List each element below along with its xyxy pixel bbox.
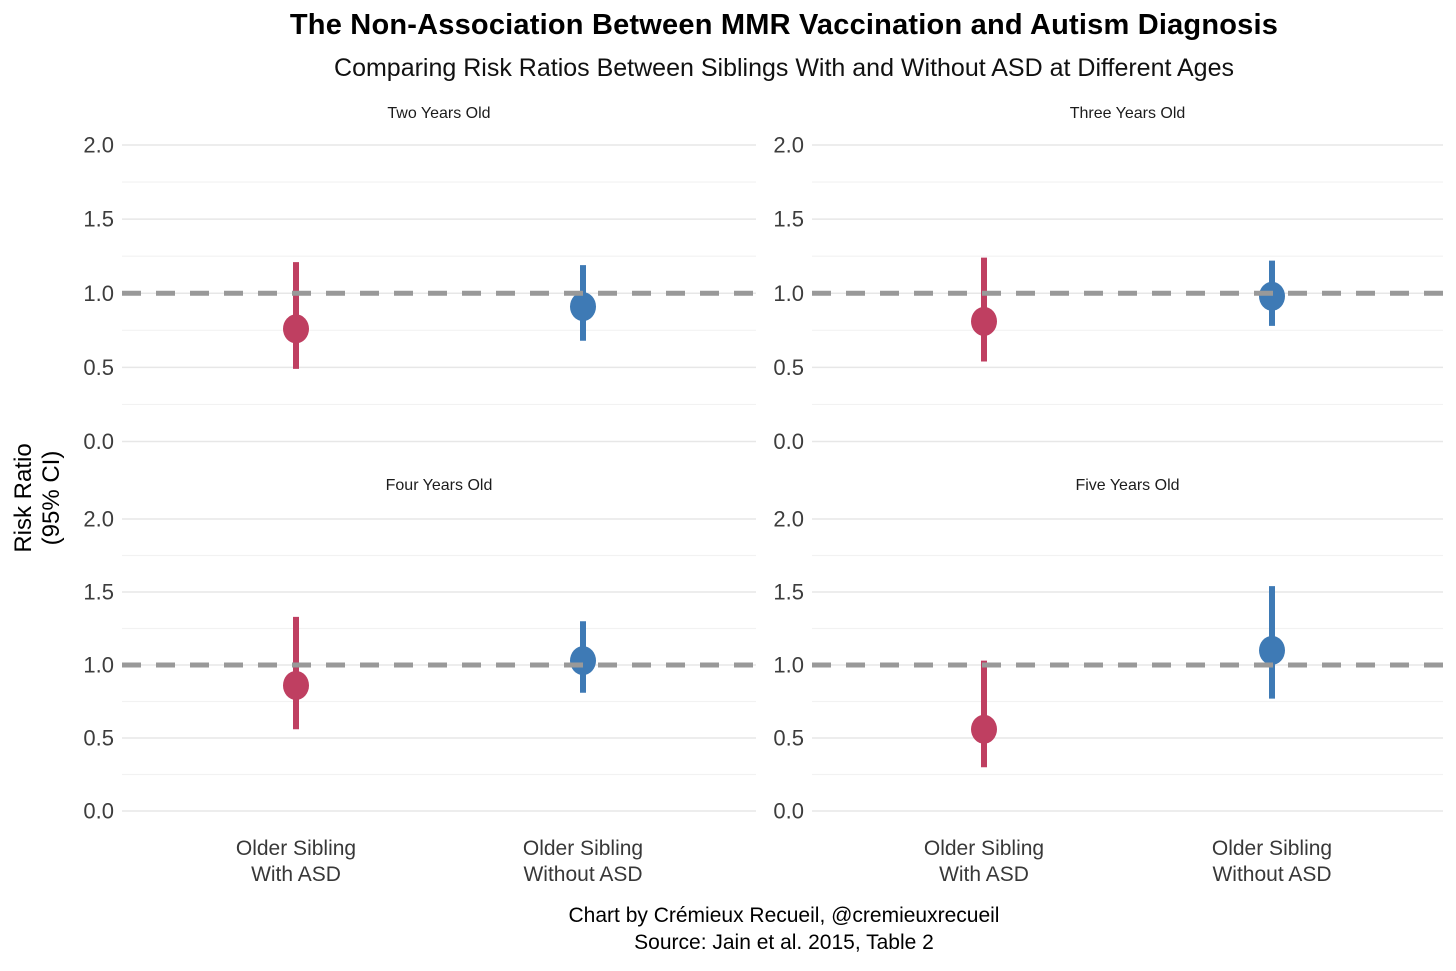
y-tick-label: 2.0 bbox=[773, 133, 804, 158]
x-category-label: Older Sibling bbox=[523, 837, 643, 860]
point-marker bbox=[1259, 635, 1285, 665]
point-marker bbox=[971, 714, 997, 744]
x-category-label: With ASD bbox=[251, 863, 341, 886]
y-tick-label: 0.0 bbox=[83, 799, 114, 824]
y-tick-label: 1.5 bbox=[83, 207, 114, 232]
y-tick-label: 2.0 bbox=[773, 507, 804, 532]
y-tick-label: 0.0 bbox=[773, 429, 804, 454]
y-tick-label: 0.5 bbox=[83, 726, 114, 751]
y-tick-label: 1.0 bbox=[773, 281, 804, 306]
x-category-label: Older Sibling bbox=[1212, 837, 1332, 860]
y-tick-label: 2.0 bbox=[83, 133, 114, 158]
point-marker bbox=[971, 306, 997, 336]
point-marker bbox=[283, 314, 309, 344]
y-tick-label: 1.0 bbox=[83, 281, 114, 306]
point-marker bbox=[1259, 281, 1285, 311]
facet-label: Two Years Old bbox=[387, 105, 490, 122]
y-tick-label: 0.5 bbox=[773, 355, 804, 380]
y-tick-label: 0.5 bbox=[773, 726, 804, 751]
y-tick-label: 2.0 bbox=[83, 507, 114, 532]
facet-label: Four Years Old bbox=[386, 477, 493, 494]
y-tick-label: 1.0 bbox=[83, 653, 114, 678]
point-marker bbox=[283, 670, 309, 700]
facet-panel-four-years-old: 2.0 1.5 1.0 0.5 0.0 Four Years Old bbox=[83, 477, 756, 824]
y-tick-label: 0.5 bbox=[83, 355, 114, 380]
point-marker bbox=[570, 292, 596, 322]
point-marker bbox=[570, 646, 596, 676]
facet-label: Five Years Old bbox=[1075, 477, 1179, 494]
y-tick-label: 1.5 bbox=[83, 580, 114, 605]
chart-subtitle: Comparing Risk Ratios Between Siblings W… bbox=[334, 54, 1234, 82]
x-category-label: Without ASD bbox=[523, 863, 642, 886]
y-tick-label: 0.0 bbox=[83, 429, 114, 454]
facet-label: Three Years Old bbox=[1070, 105, 1186, 122]
caption-credit-line: Chart by Crémieux Recueil, @cremieuxrecu… bbox=[568, 904, 1000, 927]
x-category-label: Without ASD bbox=[1212, 863, 1331, 886]
y-tick-label: 1.5 bbox=[773, 207, 804, 232]
y-tick-label: 1.5 bbox=[773, 580, 804, 605]
y-tick-label: 1.0 bbox=[773, 653, 804, 678]
chart-title: The Non-Association Between MMR Vaccinat… bbox=[289, 9, 1279, 41]
facet-panel-two-years-old: 2.0 1.5 1.0 0.5 0.0 Two Years Old bbox=[83, 105, 756, 454]
y-tick-label: 0.0 bbox=[773, 799, 804, 824]
caption-source-line: Source: Jain et al. 2015, Table 2 bbox=[634, 931, 934, 954]
x-category-label: Older Sibling bbox=[236, 837, 356, 860]
x-category-label: Older Sibling bbox=[924, 837, 1044, 860]
facet-panel-five-years-old: 2.0 1.5 1.0 0.5 0.0 Five Years Old bbox=[773, 477, 1443, 824]
x-category-label: With ASD bbox=[939, 863, 1029, 886]
chart-caption: Chart by Crémieux Recueil, @cremieuxrecu… bbox=[112, 902, 1456, 956]
facet-panel-three-years-old: 2.0 1.5 1.0 0.5 0.0 Three Years Old bbox=[773, 105, 1443, 454]
